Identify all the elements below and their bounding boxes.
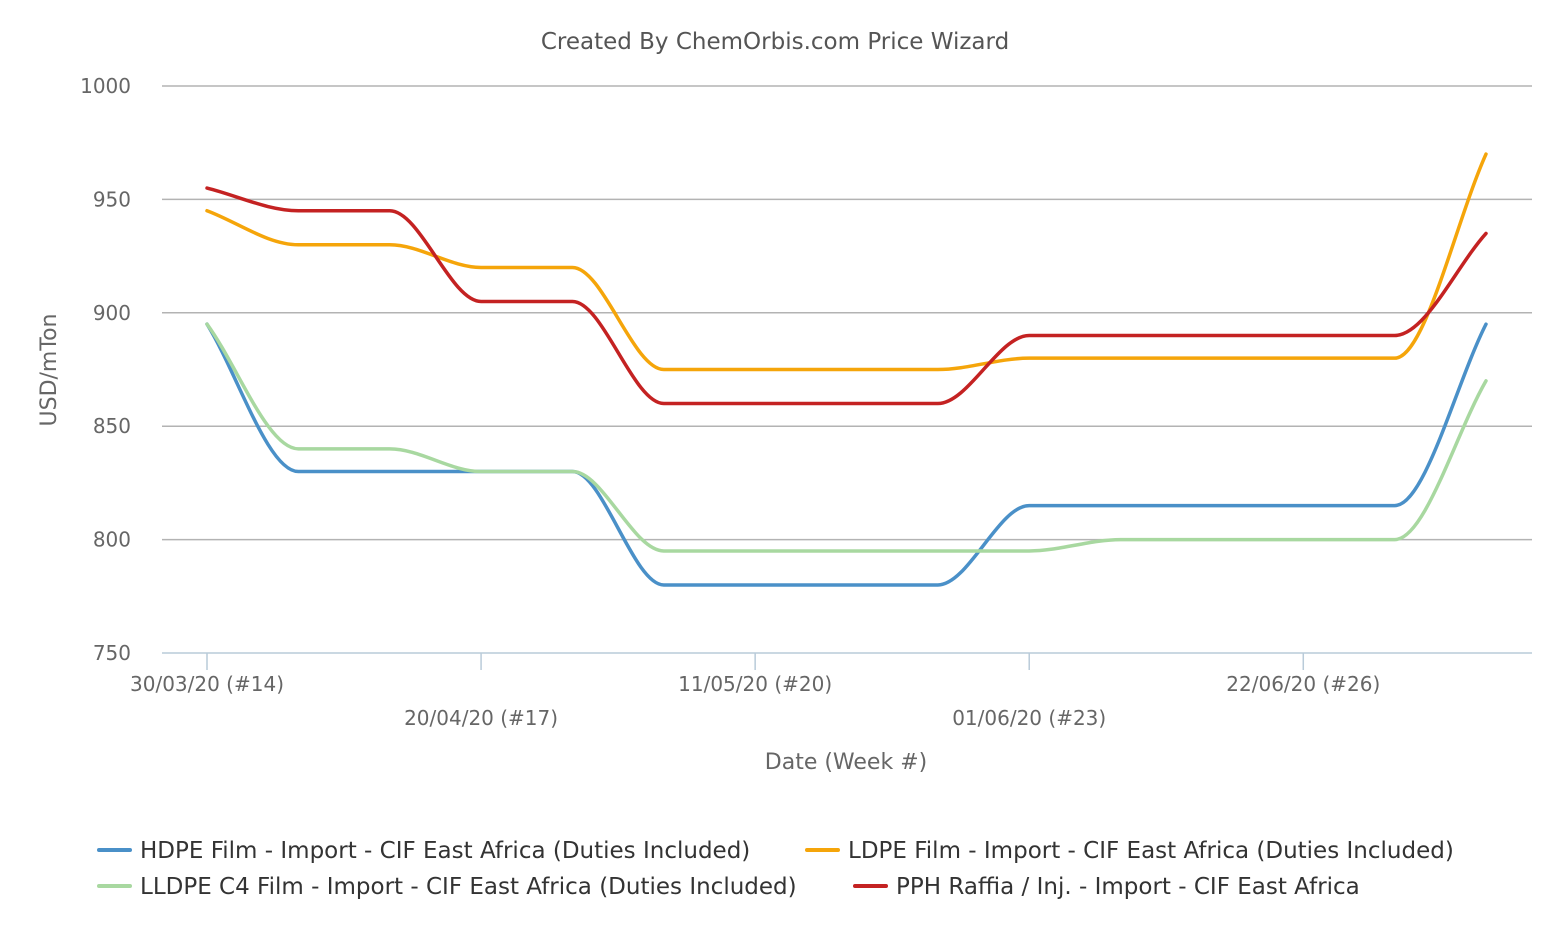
series-line-1[interactable]	[205, 322, 1488, 587]
y-tick-label: 1000	[80, 74, 131, 98]
legend: HDPE Film - Import - CIF East Africa (Du…	[97, 838, 1454, 900]
chart-title: Created By ChemOrbis.com Price Wizard	[541, 29, 1009, 55]
y-axis: 750 800 850 900 950 1000	[80, 74, 131, 665]
x-axis-title: Date (Week #)	[765, 750, 927, 775]
legend-label: LLDPE C4 Film - Import - CIF East Africa…	[140, 874, 797, 900]
y-tick-label: 800	[93, 528, 131, 552]
x-tick-label: 22/06/20 (#26)	[1226, 672, 1380, 696]
x-tick-label: 01/06/20 (#23)	[952, 706, 1106, 730]
series-line-4[interactable]	[205, 186, 1488, 406]
x-tick-label: 11/05/20 (#20)	[678, 672, 832, 696]
legend-label: HDPE Film - Import - CIF East Africa (Du…	[140, 838, 750, 864]
y-axis-title: USD/mTon	[37, 314, 62, 427]
legend-item[interactable]: LDPE Film - Import - CIF East Africa (Du…	[805, 838, 1454, 864]
y-tick-label: 950	[93, 187, 131, 211]
y-tick-label: 900	[93, 301, 131, 325]
legend-item[interactable]: LLDPE C4 Film - Import - CIF East Africa…	[97, 874, 797, 900]
y-tick-label: 750	[93, 641, 131, 665]
legend-label: PPH Raffia / Inj. - Import - CIF East Af…	[896, 874, 1360, 900]
series-line-3[interactable]	[205, 322, 1488, 553]
series-line-2[interactable]	[205, 152, 1488, 372]
x-tick-label: 20/04/20 (#17)	[404, 706, 558, 730]
legend-item[interactable]: PPH Raffia / Inj. - Import - CIF East Af…	[853, 874, 1360, 900]
legend-label: LDPE Film - Import - CIF East Africa (Du…	[848, 838, 1454, 864]
x-tick-label: 30/03/20 (#14)	[130, 672, 284, 696]
series-lines	[205, 152, 1488, 587]
x-axis: 30/03/20 (#14) 20/04/20 (#17) 11/05/20 (#2…	[130, 652, 1532, 730]
legend-item[interactable]: HDPE Film - Import - CIF East Africa (Du…	[97, 838, 750, 864]
y-tick-label: 850	[93, 414, 131, 438]
